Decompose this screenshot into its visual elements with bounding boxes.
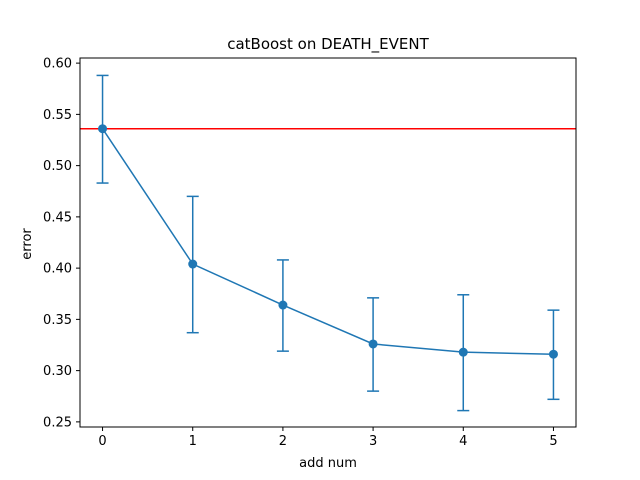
y-tick-label: 0.60 xyxy=(43,57,72,72)
data-point xyxy=(188,259,198,269)
y-tick-label: 0.45 xyxy=(43,210,72,225)
x-axis-label: add num xyxy=(299,456,357,471)
y-tick-label: 0.50 xyxy=(43,159,72,174)
data-point xyxy=(368,339,378,349)
x-tick-label: 3 xyxy=(369,434,377,449)
y-tick-label: 0.30 xyxy=(43,364,72,379)
series-line xyxy=(101,128,554,355)
data-point xyxy=(98,124,108,134)
x-tick-label: 1 xyxy=(189,434,197,449)
chart-title: catBoost on DEATH_EVENT xyxy=(227,35,429,54)
plot-area: 0 1 2 3 4 5 0.25 0.30 0.35 0.40 0.45 0.50 0.55 0.60 xyxy=(43,57,577,449)
y-tick-label: 0.35 xyxy=(43,313,72,328)
y-tick-label: 0.55 xyxy=(43,108,72,123)
x-tick-label: 5 xyxy=(549,434,557,449)
x-tick-label: 0 xyxy=(98,434,106,449)
data-point xyxy=(278,300,288,310)
y-tick-label: 0.25 xyxy=(43,415,72,430)
axes-frame xyxy=(79,57,577,428)
y-tick-label: 0.40 xyxy=(43,262,72,277)
x-tick-label: 2 xyxy=(279,434,287,449)
x-tick-label: 4 xyxy=(459,434,467,449)
data-point xyxy=(548,349,558,359)
y-axis-label: error xyxy=(20,228,35,260)
data-point xyxy=(458,347,468,357)
